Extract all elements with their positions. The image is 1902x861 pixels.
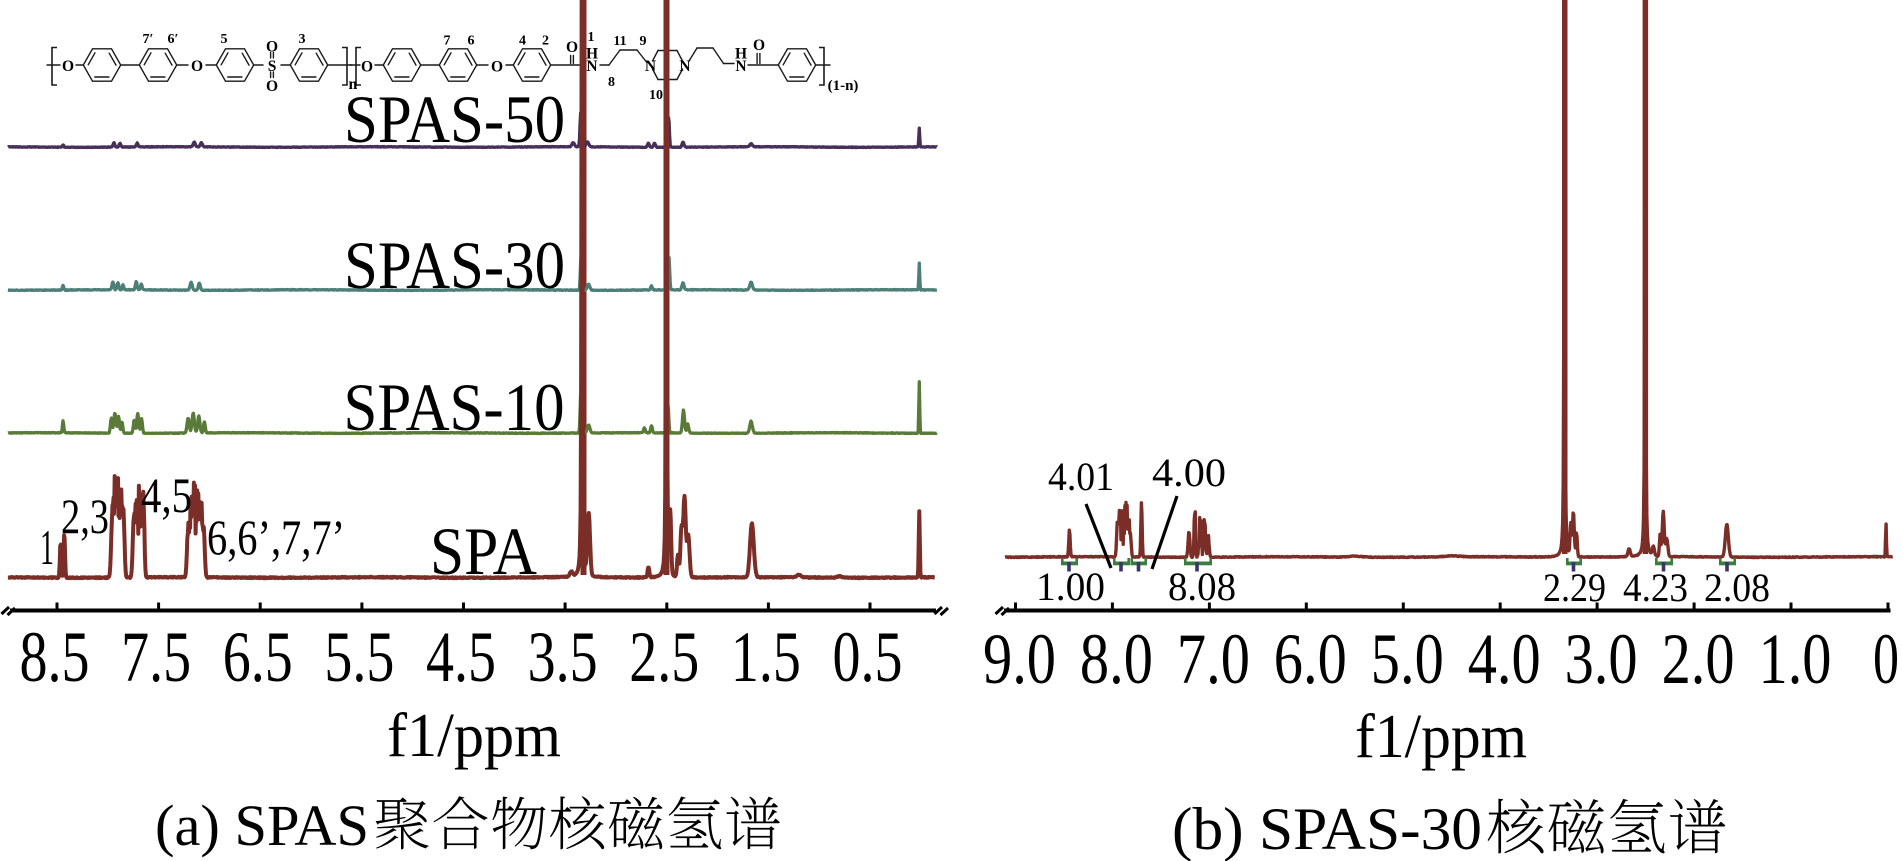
- svg-text:4,5: 4,5: [141, 467, 192, 523]
- svg-text:9: 9: [640, 34, 647, 49]
- svg-text:S: S: [268, 58, 277, 75]
- svg-text:1.0: 1.0: [1759, 619, 1832, 699]
- svg-text:(a) SPAS: (a) SPAS: [155, 793, 369, 858]
- svg-text:SPAS-50: SPAS-50: [344, 81, 565, 157]
- svg-text:9.0: 9.0: [983, 619, 1056, 699]
- svg-text:6.5: 6.5: [223, 617, 293, 697]
- svg-text:2: 2: [542, 34, 549, 49]
- svg-text:1: 1: [40, 519, 54, 575]
- svg-text:N: N: [679, 58, 690, 75]
- svg-text:1: 1: [588, 30, 595, 45]
- svg-text:f1/ppm: f1/ppm: [387, 702, 561, 770]
- svg-text:3.0: 3.0: [1565, 619, 1638, 699]
- svg-text:2.0: 2.0: [1662, 619, 1735, 699]
- svg-text:2.5: 2.5: [629, 617, 699, 697]
- svg-text:5: 5: [221, 32, 228, 47]
- svg-text:0.5: 0.5: [833, 617, 903, 697]
- svg-text:O: O: [266, 39, 278, 56]
- svg-text:7.5: 7.5: [121, 617, 191, 697]
- svg-text:SPA: SPA: [430, 513, 537, 589]
- svg-text:5.5: 5.5: [324, 617, 394, 697]
- svg-text:11: 11: [613, 34, 626, 49]
- svg-text:O: O: [191, 58, 203, 75]
- svg-text:O: O: [361, 59, 373, 76]
- svg-text:O: O: [491, 59, 503, 76]
- svg-text:f1/ppm: f1/ppm: [1355, 703, 1527, 771]
- svg-text:3.5: 3.5: [528, 617, 598, 697]
- svg-text:4.0: 4.0: [1468, 619, 1541, 699]
- svg-text:H: H: [735, 46, 747, 63]
- svg-text:4.5: 4.5: [426, 617, 496, 697]
- svg-text:O: O: [62, 58, 74, 75]
- svg-text:3: 3: [299, 32, 306, 47]
- svg-text:SPAS-30: SPAS-30: [344, 227, 565, 303]
- svg-text:6′: 6′: [168, 32, 179, 47]
- svg-text:6,6’,7,7’: 6,6’,7,7’: [207, 509, 345, 565]
- svg-text:7′: 7′: [143, 32, 154, 47]
- svg-text:N: N: [645, 58, 656, 75]
- svg-text:O: O: [266, 78, 278, 95]
- svg-text:4: 4: [519, 34, 526, 49]
- svg-text:H: H: [586, 46, 598, 63]
- svg-text:4.23: 4.23: [1623, 565, 1688, 610]
- svg-text:O: O: [566, 39, 578, 56]
- svg-text:8.5: 8.5: [20, 617, 90, 697]
- svg-text:n: n: [349, 76, 358, 93]
- svg-text:2,3: 2,3: [61, 488, 109, 544]
- svg-text:8: 8: [608, 75, 615, 90]
- svg-text:O: O: [753, 37, 765, 54]
- svg-text:6.0: 6.0: [1274, 619, 1347, 699]
- svg-text:N: N: [586, 58, 597, 75]
- svg-text:(1-n): (1-n): [828, 78, 859, 94]
- svg-text:0: 0: [1873, 619, 1899, 699]
- svg-text:8.0: 8.0: [1080, 619, 1153, 699]
- svg-text:6: 6: [468, 34, 475, 49]
- svg-text:4.00: 4.00: [1152, 450, 1226, 495]
- svg-text:5.0: 5.0: [1371, 619, 1444, 699]
- svg-text:2.08: 2.08: [1704, 565, 1770, 610]
- svg-text:SPAS-10: SPAS-10: [344, 369, 565, 445]
- svg-text:7.0: 7.0: [1177, 619, 1250, 699]
- svg-text:10: 10: [649, 88, 663, 103]
- svg-text:2.29: 2.29: [1543, 565, 1606, 610]
- svg-text:8.08: 8.08: [1168, 564, 1236, 609]
- svg-text:N: N: [735, 58, 746, 75]
- svg-text:1.5: 1.5: [731, 617, 801, 697]
- svg-text:7: 7: [444, 34, 451, 49]
- svg-text:4.01: 4.01: [1048, 454, 1114, 499]
- svg-text:(b) SPAS-30: (b) SPAS-30: [1172, 796, 1482, 861]
